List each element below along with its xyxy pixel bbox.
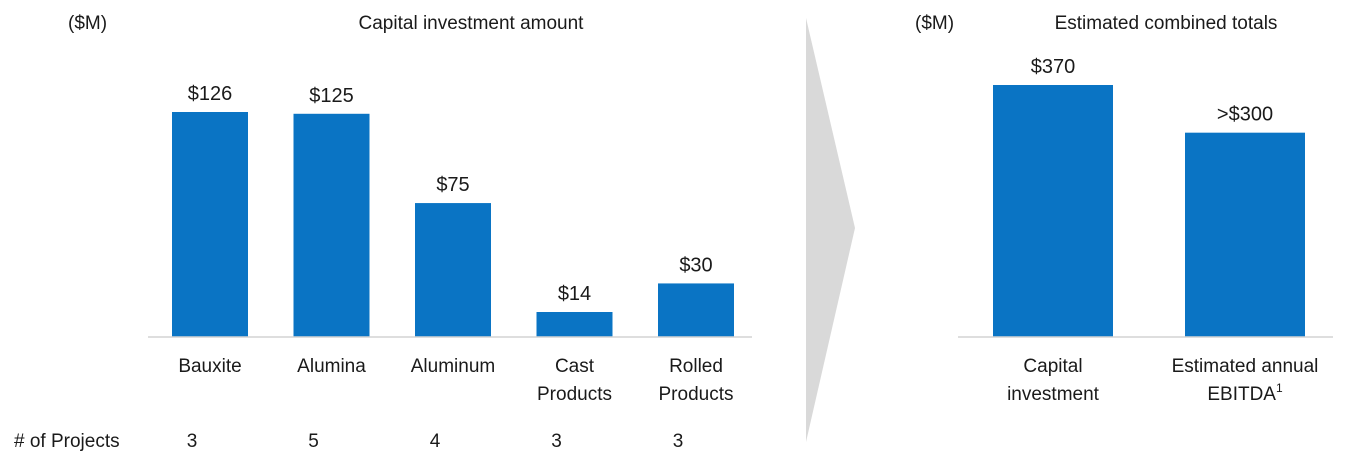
- bar-0: [172, 112, 248, 337]
- bar-value-label-2: $75: [436, 174, 469, 196]
- category-label-1-0: Alumina: [297, 356, 366, 377]
- category-label-3-0: Cast: [555, 356, 595, 377]
- bar-value-label-3: $14: [558, 283, 591, 305]
- right-chart-title: Estimated combined totals: [1055, 13, 1278, 34]
- left-bars: $126 $125 $75 $14 $30: [172, 83, 734, 338]
- total-bar-value-label-0: $370: [1031, 56, 1076, 78]
- total-category-label-0-0: Capital: [1023, 356, 1082, 377]
- category-label-4-0: Rolled: [669, 356, 723, 377]
- bar-value-label-4: $30: [679, 254, 712, 276]
- bar-1: [293, 113, 370, 338]
- bar-2: [415, 203, 491, 337]
- category-label-0-0: Bauxite: [178, 356, 241, 377]
- project-count-3: 3: [551, 431, 562, 452]
- category-label-4-1: Products: [659, 384, 734, 405]
- bar-value-label-1: $125: [309, 85, 354, 107]
- total-bar-1: [1185, 132, 1305, 337]
- left-unit-label: ($M): [68, 13, 107, 34]
- bar-3: [536, 312, 613, 337]
- right-bars: $370 >$300: [993, 56, 1305, 337]
- project-count-0: 3: [187, 431, 198, 452]
- total-category-label-1-0: Estimated annual: [1172, 356, 1319, 377]
- left-chart: ($M) Capital investment amount $126 $125$…: [14, 13, 752, 452]
- total-bar-0: [993, 85, 1113, 337]
- project-count-1: 5: [308, 431, 319, 452]
- total-category-label-0-1: investment: [1007, 384, 1100, 405]
- category-label-2-0: Aluminum: [411, 356, 495, 377]
- project-count-4: 3: [673, 431, 684, 452]
- footnote-marker: 1: [1276, 381, 1283, 395]
- project-counts: 3 5 4 3 3: [187, 431, 684, 452]
- total-category-label-1-1: EBITDA1: [1207, 381, 1283, 405]
- bar-4: [658, 283, 734, 337]
- right-unit-label: ($M): [915, 13, 954, 34]
- left-chart-title: Capital investment amount: [359, 13, 585, 34]
- right-chart: ($M) Estimated combined totals $370 >$300…: [915, 13, 1333, 405]
- transition-arrow: [806, 18, 855, 442]
- project-count-2: 4: [430, 431, 441, 452]
- left-category-labels: Bauxite Alumina Aluminum Cast Products Rolled…: [178, 356, 733, 405]
- right-category-labels: Capital investment Estimated annual EBITDA1: [1007, 356, 1318, 405]
- projects-label: # of Projects: [14, 431, 120, 452]
- bar-value-label-0: $126: [188, 83, 233, 105]
- category-label-3-1: Products: [537, 384, 612, 405]
- total-bar-value-label-1: >$300: [1217, 104, 1273, 126]
